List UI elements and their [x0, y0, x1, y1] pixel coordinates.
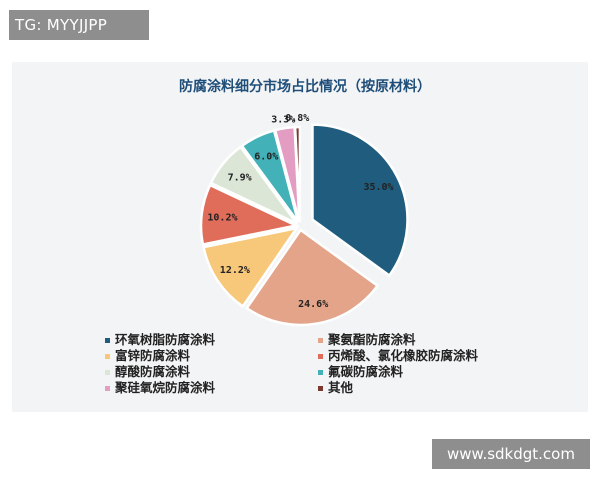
legend-item-3: 富锌防腐涂料 — [105, 348, 191, 363]
watermark-bottom-right: www.sdkdgt.com — [432, 439, 590, 469]
legend-label-3: 富锌防腐涂料 — [115, 348, 191, 363]
slice-label-3: 12.2% — [220, 265, 250, 276]
legend-label-2: 聚氨酯防腐涂料 — [327, 332, 416, 347]
slice-label-7: 3.3% — [271, 114, 295, 125]
pie-slice-8 — [293, 125, 302, 223]
pie-slice-3 — [202, 226, 300, 309]
slice-label-1: 35.0% — [363, 182, 393, 193]
legend-item-4: 丙烯酸、氯化橡胶防腐涂料 — [318, 348, 479, 363]
legend-swatch-1 — [105, 338, 110, 343]
legend-label-8: 其他 — [328, 380, 354, 395]
legend-swatch-2 — [318, 338, 323, 343]
slice-labels: 35.0% 24.6% 12.2% 10.2% 7.9%6.0% 3.3%0.8% — [207, 113, 393, 310]
legend-item-8: 其他 — [318, 380, 354, 395]
legend-swatch-7 — [105, 386, 110, 391]
legend-label-4: 丙烯酸、氯化橡胶防腐涂料 — [328, 348, 479, 363]
pie-slice-1 — [311, 123, 409, 278]
slice-label-4: 10.2% — [207, 213, 237, 224]
pie-slice-2 — [245, 228, 380, 327]
slice-label-5: 7.9% — [228, 172, 252, 183]
legend-swatch-4 — [318, 354, 323, 359]
chart-title: 防腐涂料细分市场占比情况（按原材料） — [179, 78, 431, 95]
pie-slices — [199, 123, 409, 327]
legend-label-1: 环氧树脂防腐涂料 — [115, 332, 216, 347]
legend-label-5: 醇酸防腐涂料 — [115, 364, 191, 379]
slice-label-2: 24.6% — [298, 299, 328, 310]
legend-swatch-6 — [318, 370, 323, 375]
legend-label-6: 氟碳防腐涂料 — [328, 364, 404, 379]
legend-swatch-5 — [105, 370, 110, 375]
legend-item-2: 聚氨酯防腐涂料 — [318, 332, 416, 347]
legend-item-6: 氟碳防腐涂料 — [318, 364, 404, 379]
legend-swatch-8 — [318, 386, 323, 391]
slice-label-6: 6.0% — [254, 152, 278, 163]
legend-label-7: 聚硅氧烷防腐涂料 — [114, 380, 216, 395]
watermark-top-left: TG: MYYJJPP — [9, 10, 149, 40]
legend-item-1: 环氧树脂防腐涂料 — [105, 332, 216, 347]
legend-swatch-3 — [105, 354, 110, 359]
slice-label-8: 0.8% — [285, 113, 309, 124]
legend-item-5: 醇酸防腐涂料 — [105, 364, 191, 379]
pie-slice-5 — [209, 145, 298, 225]
pie-slice-4 — [199, 183, 300, 246]
legend-item-7: 聚硅氧烷防腐涂料 — [105, 380, 216, 395]
